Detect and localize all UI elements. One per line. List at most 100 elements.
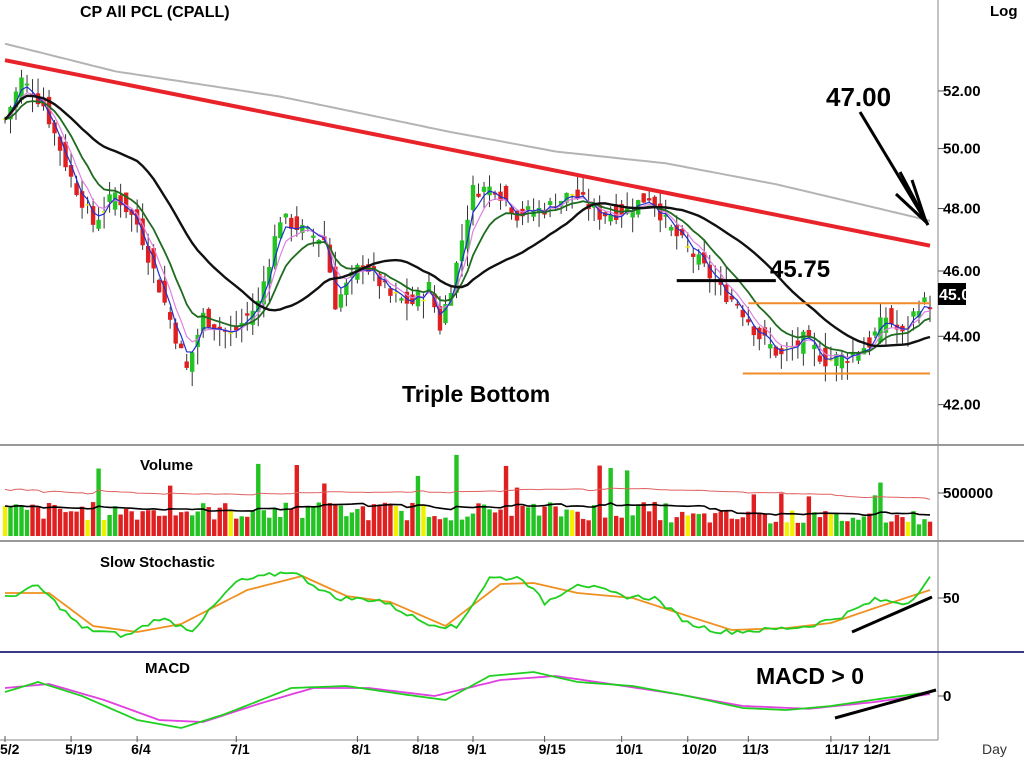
candle-body — [178, 343, 184, 349]
candle-body — [437, 306, 443, 331]
candle-body — [24, 83, 30, 86]
volume-bar — [806, 496, 812, 536]
volume-tick-label: 500000 — [943, 485, 993, 502]
volume-bar — [41, 518, 46, 536]
volume-bar — [195, 511, 200, 536]
candle-body — [278, 222, 283, 239]
volume-bar — [178, 512, 184, 536]
macd-title: MACD — [145, 660, 190, 677]
volume-bar — [812, 512, 817, 536]
candle-body — [239, 323, 244, 326]
candle-body — [338, 294, 344, 308]
volume-bar — [267, 517, 272, 536]
x-tick-label: 12/1 — [863, 741, 890, 757]
candle-body — [289, 217, 294, 229]
candle-body — [509, 207, 514, 215]
volume-bar — [399, 510, 404, 536]
candle-body — [52, 122, 57, 134]
candle-body — [514, 210, 520, 221]
trendline — [4, 58, 931, 248]
volume-bar — [327, 503, 333, 536]
volume-bar — [608, 468, 613, 536]
candle-body — [145, 245, 151, 263]
volume-bar — [311, 506, 316, 536]
candle-body — [399, 298, 404, 301]
volume-bar — [305, 507, 311, 536]
volume-bar — [492, 512, 498, 536]
volume-bar — [630, 515, 635, 536]
volume-bar — [322, 483, 327, 536]
volume-bar — [834, 512, 839, 536]
x-tick-label: 9/1 — [467, 741, 487, 757]
volume-bar — [652, 501, 657, 536]
volume-bar — [619, 517, 624, 536]
volume-bar — [646, 511, 652, 536]
volume-bar — [569, 510, 575, 536]
volume-bar — [867, 513, 872, 536]
volume-bar — [371, 504, 377, 536]
candle-body — [112, 192, 118, 210]
volume-bar — [735, 519, 740, 536]
volume-bar — [2, 505, 8, 536]
candle-body — [850, 352, 856, 357]
candle-body — [834, 354, 839, 366]
volume-bar — [823, 511, 828, 536]
candle-body — [547, 201, 553, 205]
volume-bar — [151, 510, 156, 536]
candle-body — [267, 266, 272, 284]
volume-bar — [724, 511, 729, 536]
volume-bar — [883, 522, 889, 536]
volume-bar — [856, 519, 861, 536]
candle-body — [459, 240, 465, 262]
volume-bar — [35, 507, 41, 536]
candle-body — [652, 196, 657, 209]
volume-bar — [421, 505, 426, 536]
volume-bar — [448, 520, 454, 536]
x-tick-label: 9/15 — [539, 741, 566, 757]
volume-bar — [123, 508, 129, 536]
volume-bar — [801, 522, 806, 536]
candle-body — [426, 281, 432, 291]
candle-body — [619, 204, 624, 216]
candle-body — [393, 292, 399, 294]
volume-bar — [498, 509, 503, 536]
candle-body — [613, 204, 619, 220]
volume-bar — [96, 468, 101, 536]
volume-bar — [300, 517, 305, 536]
volume-ma-long — [4, 487, 931, 500]
candle-body — [272, 236, 277, 267]
candle-body — [795, 340, 801, 346]
volume-bar — [393, 505, 399, 536]
volume-bar — [680, 511, 685, 536]
candle-body — [57, 136, 63, 151]
volume-bar — [911, 511, 916, 536]
volume-bar — [553, 506, 558, 536]
candle-body — [685, 246, 690, 248]
candle-body — [167, 312, 173, 320]
candle-body — [382, 280, 388, 283]
candle-body — [344, 282, 349, 295]
candle-body — [569, 194, 575, 196]
volume-bar — [635, 505, 641, 536]
volume-bar — [817, 517, 823, 536]
volume-bar — [101, 520, 107, 536]
candle-body — [591, 204, 597, 208]
candle-body — [250, 310, 255, 325]
stoch-k-line — [4, 571, 931, 639]
volume-bar — [779, 493, 784, 536]
volume-bar — [388, 503, 393, 536]
candle-body — [481, 186, 487, 192]
volume-bar — [278, 516, 283, 536]
volume-bar — [641, 502, 646, 536]
x-tick-label: 10/1 — [616, 741, 643, 757]
candle-body — [184, 361, 189, 368]
candle-body — [575, 189, 580, 199]
candle-body — [360, 265, 366, 268]
volume-bar — [338, 505, 344, 536]
target-annotation: 47.00 — [826, 82, 891, 112]
candle-body — [740, 309, 745, 318]
volume-bar — [580, 518, 586, 536]
volume-bar — [228, 510, 233, 536]
candle-body — [465, 219, 470, 249]
candle-body — [839, 354, 845, 369]
